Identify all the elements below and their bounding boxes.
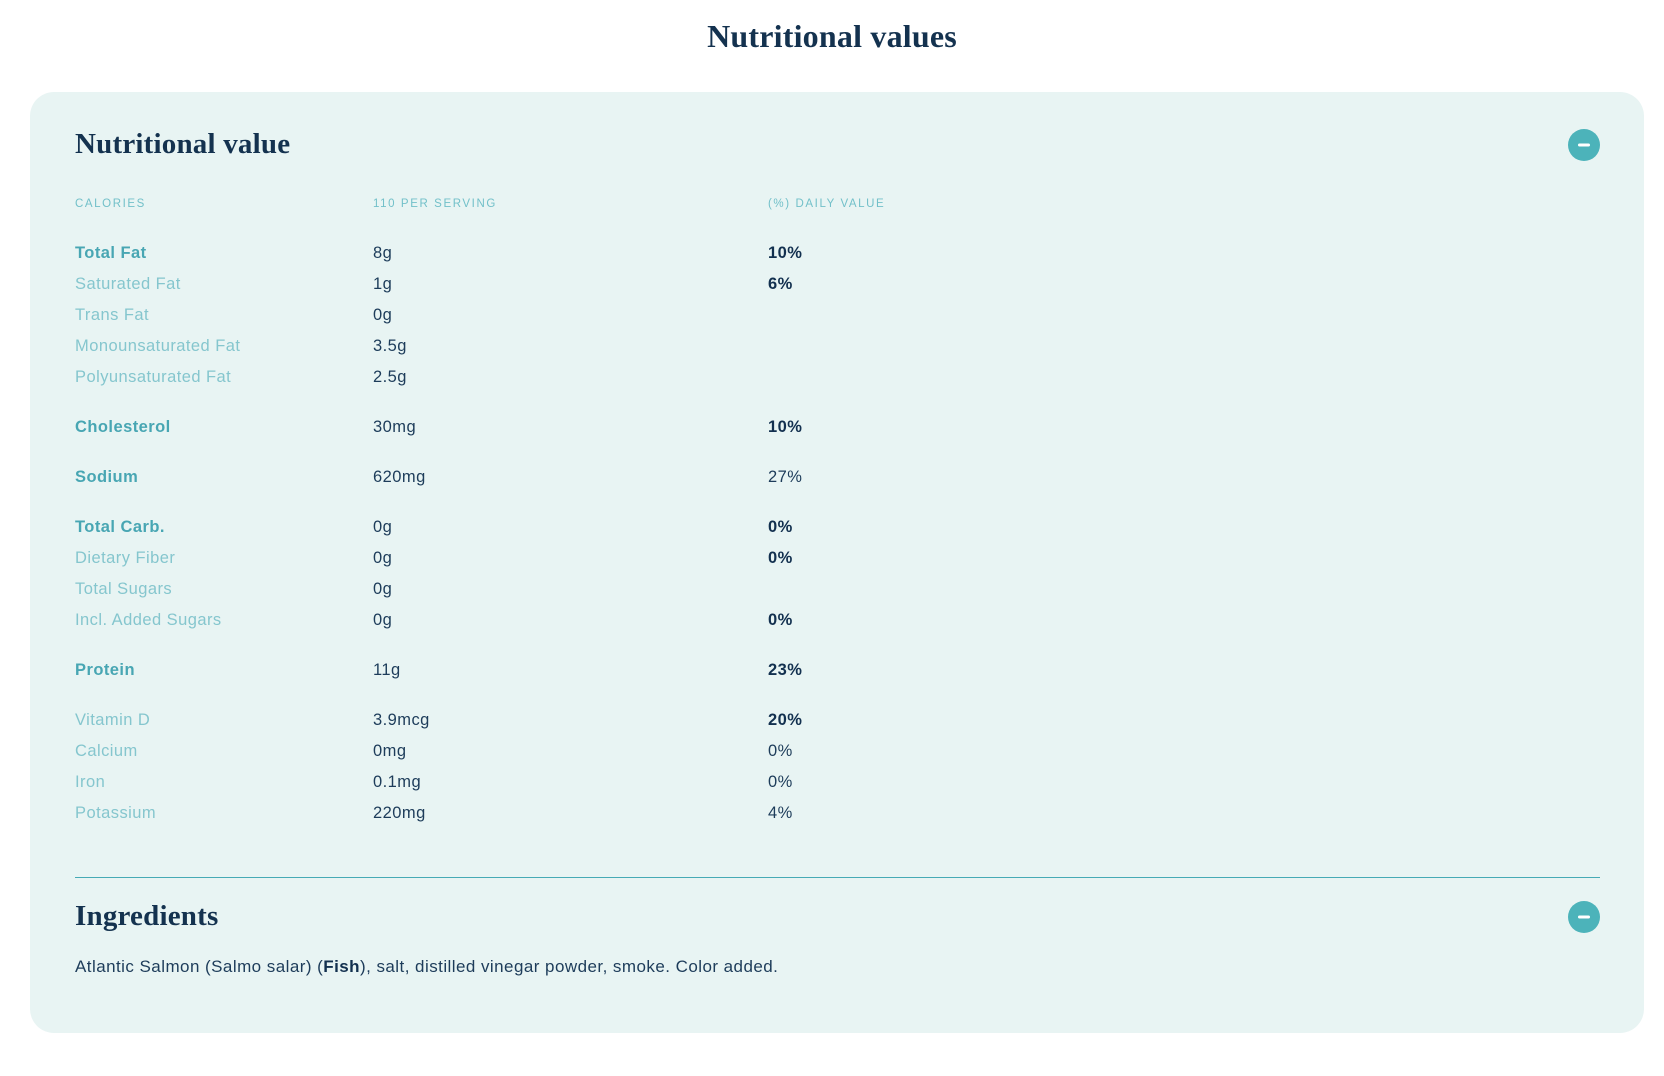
nutrient-daily-value: 0% [768, 549, 793, 567]
nutrition-table: CALORIES 110 PER SERVING (%) DAILY VALUE… [75, 189, 1600, 829]
nutrition-row: Iron 0.1mg 0% [75, 767, 1600, 798]
nutrition-row: Sodium 620mg 27% [75, 462, 1600, 493]
nutrition-row: Vitamin D 3.9mcg 20% [75, 705, 1600, 736]
nutrition-row: Dietary Fiber 0g 0% [75, 543, 1600, 574]
nutrient-label: Total Sugars [75, 580, 173, 598]
nutrient-amount: 0g [373, 306, 393, 324]
ingredients-heading: Ingredients [75, 900, 219, 932]
nutrition-section-header: Nutritional value [75, 128, 1600, 161]
nutrition-group: Sodium 620mg 27% [75, 462, 1600, 493]
nutrient-label: Potassium [75, 804, 157, 822]
nutrition-row: Trans Fat 0g [75, 300, 1600, 331]
nutrient-amount: 0g [373, 611, 393, 629]
nutrient-amount: 1g [373, 275, 393, 293]
nutrition-group: Total Carb. 0g 0% Dietary Fiber 0g 0% Total Su… [75, 512, 1600, 636]
nutrient-amount: 3.9mcg [373, 711, 430, 729]
ingredients-text: Atlantic Salmon (Salmo salar) (Fish), sa… [75, 957, 1600, 977]
allergen-text: Fish [323, 957, 360, 976]
nutrition-group: Total Fat 8g 10% Saturated Fat 1g 6% Trans Fat… [75, 238, 1600, 393]
nutrition-group: Cholesterol 30mg 10% [75, 412, 1600, 443]
section-divider [75, 877, 1600, 878]
nutrient-amount: 0g [373, 549, 393, 567]
ingredients-section-header: Ingredients [75, 900, 1600, 933]
nutrient-amount: 11g [373, 661, 401, 679]
nutrient-daily-value: 4% [768, 804, 793, 822]
nutrition-row: Protein 11g 23% [75, 655, 1600, 686]
nutrition-heading: Nutritional value [75, 128, 291, 160]
nutrient-label: Monounsaturated Fat [75, 337, 241, 355]
nutrition-row: Calcium 0mg 0% [75, 736, 1600, 767]
nutrient-amount: 0mg [373, 742, 407, 760]
nutrition-group: Vitamin D 3.9mcg 20% Calcium 0mg 0% Iron 0.1mg 0… [75, 705, 1600, 829]
nutrient-label: Total Carb. [75, 518, 165, 536]
nutrient-amount: 8g [373, 244, 393, 262]
nutrition-card: Nutritional value CALORIES 110 PER SERVI… [30, 92, 1644, 1033]
nutrient-amount: 0g [373, 580, 393, 598]
minus-icon [1578, 143, 1590, 146]
nutrition-row: Total Sugars 0g [75, 574, 1600, 605]
nutrition-group: Protein 11g 23% [75, 655, 1600, 686]
nutrition-row: Saturated Fat 1g 6% [75, 269, 1600, 300]
nutrition-row: Total Fat 8g 10% [75, 238, 1600, 269]
nutrient-daily-value: 6% [768, 275, 793, 293]
nutrient-label: Vitamin D [75, 711, 151, 729]
nutrient-amount: 0.1mg [373, 773, 422, 791]
nutrient-daily-value: 23% [768, 661, 803, 679]
nutrient-label: Protein [75, 661, 135, 679]
nutrition-row: Total Carb. 0g 0% [75, 512, 1600, 543]
nutrient-daily-value: 10% [768, 418, 803, 436]
nutrient-label: Incl. Added Sugars [75, 611, 222, 629]
nutrient-label: Sodium [75, 468, 139, 486]
nutrient-daily-value: 20% [768, 711, 803, 729]
column-header-per-serving: 110 PER SERVING [373, 198, 497, 210]
nutrition-row: Polyunsaturated Fat 2.5g [75, 362, 1600, 393]
nutrient-amount: 0g [373, 518, 393, 536]
nutrient-amount: 620mg [373, 468, 426, 486]
minus-icon [1578, 915, 1590, 918]
nutrient-daily-value: 0% [768, 611, 793, 629]
nutrition-table-body: Total Fat 8g 10% Saturated Fat 1g 6% Trans Fat… [75, 238, 1600, 829]
nutrient-label: Total Fat [75, 244, 147, 262]
nutrient-daily-value: 27% [768, 468, 803, 486]
ingredients-text-end: ), salt, distilled vinegar powder, smoke… [360, 957, 779, 976]
nutrient-amount: 30mg [373, 418, 417, 436]
nutrition-row: Monounsaturated Fat 3.5g [75, 331, 1600, 362]
nutrient-amount: 2.5g [373, 368, 407, 386]
nutrient-label: Polyunsaturated Fat [75, 368, 232, 386]
nutrient-label: Calcium [75, 742, 138, 760]
column-header-calories: CALORIES [75, 198, 146, 210]
nutrient-label: Cholesterol [75, 418, 171, 436]
nutrition-row: Potassium 220mg 4% [75, 798, 1600, 829]
nutrient-label: Dietary Fiber [75, 549, 176, 567]
nutrient-daily-value: 0% [768, 518, 793, 536]
nutrient-daily-value: 10% [768, 244, 803, 262]
nutrient-daily-value: 0% [768, 773, 793, 791]
column-header-daily-value: (%) DAILY VALUE [768, 198, 886, 210]
nutrient-daily-value: 0% [768, 742, 793, 760]
nutrient-label: Trans Fat [75, 306, 150, 324]
nutrient-label: Iron [75, 773, 106, 791]
nutrient-label: Saturated Fat [75, 275, 181, 293]
page-title: Nutritional values [707, 18, 957, 54]
collapse-ingredients-button[interactable] [1568, 900, 1600, 933]
nutrient-amount: 3.5g [373, 337, 407, 355]
nutrition-row: Cholesterol 30mg 10% [75, 412, 1600, 443]
ingredients-text-start: Atlantic Salmon (Salmo salar) ( [75, 957, 324, 976]
collapse-nutrition-button[interactable] [1568, 128, 1600, 161]
nutrition-row: Incl. Added Sugars 0g 0% [75, 605, 1600, 636]
nutrition-table-header: CALORIES 110 PER SERVING (%) DAILY VALUE [75, 189, 1600, 219]
nutrient-amount: 220mg [373, 804, 426, 822]
